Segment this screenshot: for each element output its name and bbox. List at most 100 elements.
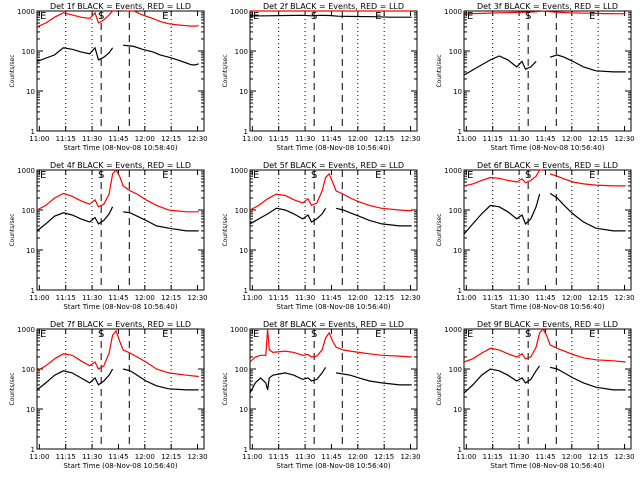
- panel-title: Det 9f BLACK = Events, RED = LLD: [477, 320, 618, 329]
- series-events-line: [249, 14, 412, 18]
- panel-title: Det 4f BLACK = Events, RED = LLD: [50, 161, 191, 170]
- y-tick-label: 1: [458, 287, 462, 295]
- event-marker-label: E: [253, 329, 259, 340]
- x-tick-label: 11:15: [269, 294, 289, 302]
- x-tick-label: 12:15: [161, 135, 181, 143]
- y-tick-label: 10: [239, 247, 248, 255]
- x-tick-label: 12:30: [614, 294, 634, 302]
- y-tick-label: 1: [244, 128, 248, 136]
- panel-9: 1 10 100 1000 11:00 11:15 11:30 11:45 12:00 12:15…: [436, 320, 635, 470]
- y-axis-label: Counts/sec: [222, 54, 229, 87]
- event-marker-label: E: [375, 170, 381, 181]
- y-tick-label: 1: [244, 287, 248, 295]
- x-tick-label: 11:15: [269, 135, 289, 143]
- y-tick-label: 1: [244, 446, 248, 454]
- x-tick-label: 11:30: [509, 135, 529, 143]
- series-events-line: [36, 44, 199, 66]
- x-axis-label: Start Time (08-Nov-08 10:56:40): [490, 462, 604, 470]
- x-tick-label: 12:15: [374, 135, 394, 143]
- series-lld-line: [36, 10, 199, 28]
- panel-4: 1 10 100 1000 11:00 11:15 11:30 11:45 12:00 12:15…: [9, 161, 208, 311]
- x-tick-label: 11:00: [29, 135, 49, 143]
- panel-title: Det 8f BLACK = Events, RED = LLD: [263, 320, 404, 329]
- event-marker-label: E: [253, 170, 259, 181]
- x-tick-label: 12:00: [135, 135, 155, 143]
- x-tick-label: 12:00: [135, 453, 155, 461]
- x-tick-label: 11:30: [82, 135, 102, 143]
- x-tick-label: 12:15: [374, 453, 394, 461]
- y-tick-label: 100: [22, 366, 35, 374]
- x-tick-label: 11:30: [295, 135, 315, 143]
- panel-title: Det 3f BLACK = Events, RED = LLD: [477, 2, 618, 11]
- x-tick-label: 12:00: [348, 294, 368, 302]
- x-tick-label: 11:00: [29, 294, 49, 302]
- panel-5: 1 10 100 1000 11:00 11:15 11:30 11:45 12:00 12:15…: [222, 161, 421, 311]
- x-tick-label: 12:00: [348, 135, 368, 143]
- event-marker-label: E: [40, 11, 46, 22]
- panel-7: 1 10 100 1000 11:00 11:15 11:30 11:45 12:00 12:15…: [9, 320, 208, 470]
- x-tick-label: 11:00: [29, 453, 49, 461]
- plot-frame: [249, 10, 418, 132]
- x-tick-label: 11:30: [295, 453, 315, 461]
- y-tick-label: 10: [453, 88, 462, 96]
- x-tick-label: 11:45: [108, 135, 128, 143]
- y-axis-label: Counts/sec: [436, 372, 443, 405]
- series-lld-line: [463, 327, 626, 363]
- x-tick-label: 11:45: [108, 453, 128, 461]
- x-tick-label: 11:30: [82, 294, 102, 302]
- plot-frame: [36, 328, 205, 450]
- y-tick-label: 100: [449, 48, 462, 56]
- x-tick-label: 11:00: [242, 453, 262, 461]
- x-axis-label: Start Time (08-Nov-08 10:56:40): [490, 303, 604, 311]
- x-axis-label: Start Time (08-Nov-08 10:56:40): [276, 303, 390, 311]
- x-tick-label: 11:30: [509, 453, 529, 461]
- event-marker-label: S: [525, 11, 531, 22]
- y-axis-label: Counts/sec: [436, 213, 443, 246]
- x-axis-label: Start Time (08-Nov-08 10:56:40): [276, 462, 390, 470]
- y-tick-label: 1000: [444, 8, 462, 16]
- event-marker-label: E: [589, 170, 595, 181]
- panel-2: 1 10 100 1000 11:00 11:15 11:30 11:45 12:00 12:15…: [222, 2, 421, 152]
- y-tick-label: 1: [458, 446, 462, 454]
- y-tick-label: 1: [31, 287, 35, 295]
- x-tick-label: 11:15: [56, 135, 76, 143]
- y-tick-label: 1000: [444, 326, 462, 334]
- x-axis-label: Start Time (08-Nov-08 10:56:40): [490, 144, 604, 152]
- panel-title: Det 2f BLACK = Events, RED = LLD: [263, 2, 404, 11]
- event-marker-label: E: [467, 329, 473, 340]
- series-events-line: [463, 365, 626, 394]
- event-marker-label: S: [525, 329, 531, 340]
- event-marker-label: E: [162, 329, 168, 340]
- event-marker-label: E: [589, 11, 595, 22]
- y-tick-label: 1000: [444, 167, 462, 175]
- series-lld-line: [36, 168, 199, 213]
- y-tick-label: 100: [235, 48, 248, 56]
- x-tick-label: 12:30: [187, 453, 207, 461]
- x-tick-label: 12:30: [187, 294, 207, 302]
- y-tick-label: 10: [26, 88, 35, 96]
- x-tick-label: 11:30: [509, 294, 529, 302]
- x-tick-label: 12:15: [161, 453, 181, 461]
- y-tick-label: 100: [235, 207, 248, 215]
- y-axis-label: Counts/sec: [436, 54, 443, 87]
- panel-6: 1 10 100 1000 11:00 11:15 11:30 11:45 12:00 12:15…: [436, 161, 635, 311]
- x-tick-label: 12:30: [400, 135, 420, 143]
- x-tick-label: 12:30: [400, 294, 420, 302]
- x-tick-label: 11:45: [535, 135, 555, 143]
- series-events-line: [249, 207, 412, 227]
- event-marker-label: E: [467, 170, 473, 181]
- x-tick-label: 11:00: [456, 294, 476, 302]
- plot-frame: [249, 328, 418, 450]
- y-tick-label: 10: [26, 406, 35, 414]
- x-tick-label: 11:30: [82, 453, 102, 461]
- y-tick-label: 1000: [230, 326, 248, 334]
- series-events-line: [36, 206, 199, 232]
- series-lld-line: [249, 172, 412, 212]
- event-marker-label: E: [467, 11, 473, 22]
- x-tick-label: 11:45: [535, 453, 555, 461]
- event-marker-label: E: [40, 170, 46, 181]
- x-axis-label: Start Time (08-Nov-08 10:58:40): [63, 144, 177, 152]
- event-marker-label: E: [375, 329, 381, 340]
- y-axis-label: Counts/sec: [222, 213, 229, 246]
